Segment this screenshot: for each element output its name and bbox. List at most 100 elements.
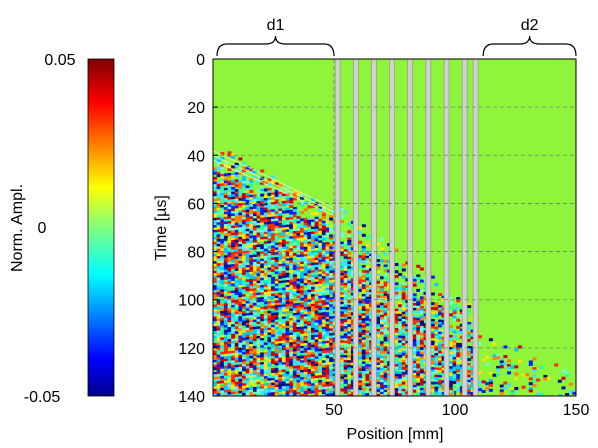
wavefield-cell <box>347 297 352 301</box>
wavefield-cell <box>565 371 570 375</box>
wavefield-cell <box>300 345 305 349</box>
wavefield-cell <box>311 339 316 343</box>
wavefield-cell <box>285 287 290 291</box>
wavefield-cell <box>405 285 410 289</box>
wavefield-cell <box>419 346 424 350</box>
wavefield-cell <box>456 325 461 329</box>
wavefield-cell <box>242 282 247 286</box>
wavefield-cell <box>267 351 272 355</box>
wavefield-cell <box>369 256 374 260</box>
wavefield-cell <box>318 237 323 242</box>
wavefield-cell <box>274 317 279 321</box>
wavefield-cell <box>267 240 272 244</box>
wavefield-cell <box>238 383 243 387</box>
wavefield-cell <box>220 156 225 160</box>
wavefield-cell <box>376 285 381 289</box>
wavefield-cell <box>213 227 218 231</box>
wavefield-cell <box>245 378 250 382</box>
wavefield-cell <box>281 234 286 238</box>
wavefield-cell <box>383 310 388 314</box>
wavefield-cell <box>245 320 250 324</box>
wavefield-cell <box>242 246 247 250</box>
wavefield-cell <box>325 237 330 241</box>
wavefield-cell <box>383 375 388 379</box>
wavefield-cell <box>340 280 345 284</box>
wavefield-cell <box>325 307 330 311</box>
wavefield-cell <box>340 306 345 310</box>
wavefield-cell <box>278 203 283 207</box>
wavefield-cell <box>278 213 283 217</box>
wavefield-cell <box>274 271 279 275</box>
wavefield-cell <box>300 307 305 311</box>
wavefield-cell <box>441 380 446 384</box>
wavefield-cell <box>314 337 319 341</box>
wavefield-cell <box>220 356 225 360</box>
wavefield-cell <box>365 332 370 336</box>
wavefield-cell <box>321 333 326 337</box>
wavefield-cell <box>343 388 348 392</box>
wavefield-cell <box>242 303 247 307</box>
wavefield-cell <box>398 311 403 315</box>
wavefield-cell <box>245 286 250 290</box>
wavefield-cell <box>314 243 319 247</box>
wavefield-cell <box>303 227 308 231</box>
wavefield-cell <box>231 242 236 246</box>
wavefield-cell <box>249 221 254 225</box>
wavefield-cell <box>223 226 228 230</box>
wavefield-cell <box>245 264 250 268</box>
wavefield-cell <box>234 374 239 378</box>
wavefield-cell <box>220 279 225 283</box>
wavefield-cell <box>423 340 428 344</box>
wavefield-cell <box>238 349 243 353</box>
wavefield-cell <box>252 343 257 347</box>
wavefield-cell <box>213 335 218 339</box>
wavefield-cell <box>340 263 345 267</box>
wavefield-cell <box>311 294 316 298</box>
wavefield-cell <box>329 376 334 380</box>
wavefield-cell <box>350 355 355 359</box>
wavefield-cell <box>274 252 279 256</box>
wavefield-cell <box>249 235 254 239</box>
wavefield-cell <box>350 379 355 383</box>
wavefield-cell <box>340 366 345 370</box>
wavefield-cell <box>285 369 290 373</box>
wavefield-cell <box>271 341 276 345</box>
wavefield-cell <box>249 209 254 213</box>
wavefield-cell <box>332 327 337 331</box>
wavefield-cell <box>434 379 439 383</box>
wavefield-cell <box>314 281 319 285</box>
wavefield-cell <box>245 315 250 319</box>
wavefield-cell <box>318 322 323 326</box>
wavefield-cell <box>343 350 348 354</box>
wavefield-cell <box>249 344 254 348</box>
wavefield-cell <box>467 394 472 396</box>
wavefield-cell <box>438 331 443 335</box>
wavefield-cell <box>249 295 254 299</box>
wavefield-cell <box>405 338 410 342</box>
wavefield-cell <box>231 365 236 369</box>
wavefield-cell <box>441 348 446 352</box>
wavefield-cell <box>311 313 316 317</box>
wavefield-cell <box>361 385 366 389</box>
wavefield-cell <box>216 157 221 161</box>
wavefield-cell <box>412 315 417 319</box>
wavefield-cell <box>423 344 428 348</box>
wavefield-cell <box>238 371 243 375</box>
wavefield-cell <box>416 341 421 345</box>
wavefield-cell <box>412 278 417 282</box>
wavefield-cell <box>303 294 308 298</box>
wavefield-cell <box>343 335 348 339</box>
wavefield-cell <box>256 256 261 260</box>
wavefield-cell <box>256 208 261 212</box>
wavefield-cell <box>292 351 297 355</box>
wavefield-cell <box>263 385 268 389</box>
wavefield-cell <box>292 346 297 350</box>
wavefield-cell <box>430 367 435 371</box>
wavefield-cell <box>267 212 272 216</box>
wavefield-cell <box>285 364 290 368</box>
wavefield-cell <box>285 323 290 327</box>
wavefield-cell <box>300 230 305 234</box>
wavefield-cell <box>213 213 218 217</box>
wavefield-cell <box>376 379 381 383</box>
wavefield-cell <box>223 274 228 278</box>
